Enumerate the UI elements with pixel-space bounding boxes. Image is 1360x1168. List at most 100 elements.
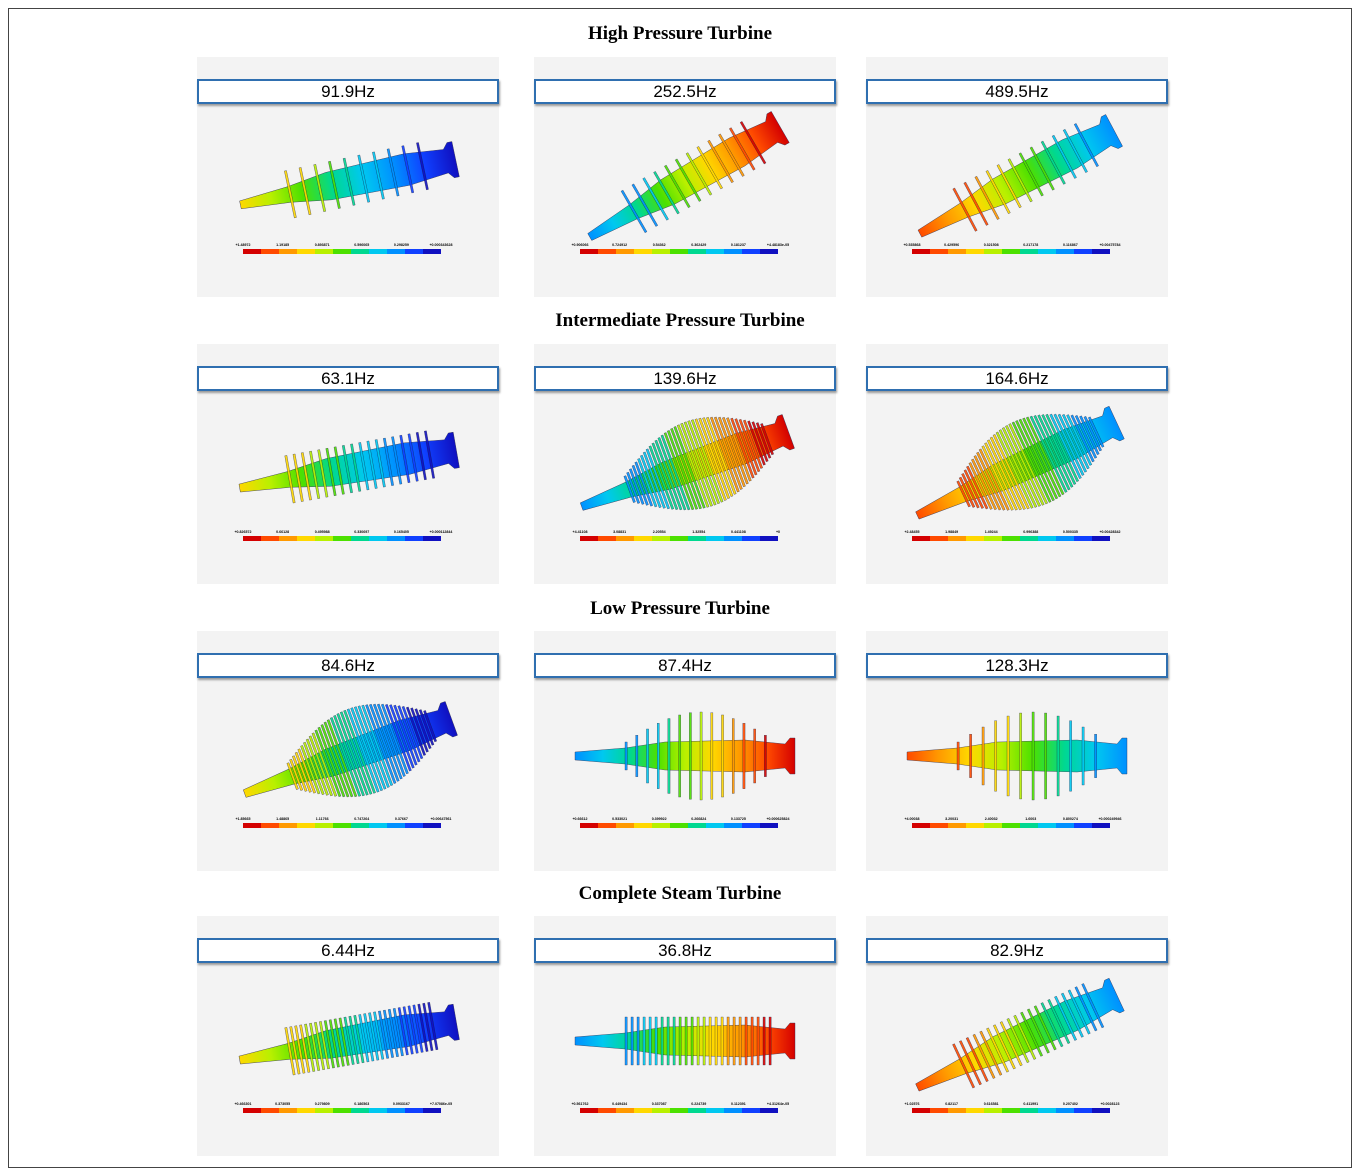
legend-label: 3.20031	[945, 817, 958, 821]
colorbar-cell	[580, 1108, 598, 1113]
blade-disc	[769, 1017, 771, 1065]
legend-label: +0.000625824	[766, 817, 789, 821]
legend-label: +0.000249946	[1098, 817, 1121, 821]
colorbar-cell	[652, 1108, 670, 1113]
legend-label: +0.0028123	[1100, 1102, 1119, 1106]
blade-disc	[1070, 721, 1072, 791]
blade-disc	[649, 1017, 651, 1065]
blade-disc	[655, 1017, 657, 1065]
shaft	[911, 114, 1122, 249]
colorbar-cell	[724, 823, 742, 828]
blade-disc	[1007, 716, 1009, 796]
legend-label: +0.00475784	[1099, 243, 1120, 247]
colorbar-cell	[706, 536, 724, 541]
blade-disc	[995, 721, 997, 791]
legend-label: 0.133725	[731, 817, 746, 821]
blade-disc	[1082, 727, 1084, 785]
mode-panel: +0.666120.5330210.3999220.2668240.133725…	[534, 631, 836, 871]
frequency-label: 91.9Hz	[197, 79, 499, 104]
colorbar-cell	[598, 536, 616, 541]
colorbar-cell	[688, 823, 706, 828]
legend-label: 0.116867	[1063, 243, 1078, 247]
frequency-label: 489.5Hz	[866, 79, 1168, 104]
legend-label: +0.00428342	[1099, 530, 1120, 534]
blade-disc	[697, 1017, 699, 1065]
colorbar-cell	[279, 1108, 297, 1113]
colorbar-cell	[1002, 249, 1020, 254]
frequency-label: 6.44Hz	[197, 938, 499, 963]
colorbar-cell	[688, 249, 706, 254]
colorbar-cell	[966, 249, 984, 254]
colorbar-cell	[1002, 1108, 1020, 1113]
section-title: High Pressure Turbine	[0, 23, 1360, 45]
legend-label: 0.411991	[1023, 1102, 1038, 1106]
section-title: Low Pressure Turbine	[0, 598, 1360, 620]
colorbar-cell	[1074, 249, 1092, 254]
legend-label: 0.186563	[354, 1102, 369, 1106]
colorbar-cell	[616, 823, 634, 828]
legend-label: 0.724912	[612, 243, 627, 247]
colorbar-cell	[948, 1108, 966, 1113]
legend-label: 1.6003	[1025, 817, 1036, 821]
colorbar-cell	[1092, 249, 1110, 254]
colorbar-cell	[423, 536, 441, 541]
colorbar-cell	[706, 823, 724, 828]
blade-disc	[679, 1017, 681, 1065]
colorbar-cell	[1038, 536, 1056, 541]
legend-label: +0.535868	[903, 243, 920, 247]
blade-disc	[668, 719, 670, 794]
colorbar-cell	[315, 823, 333, 828]
colorbar-cell	[1056, 1108, 1074, 1113]
colorbar-cell	[243, 249, 261, 254]
frequency-label: 128.3Hz	[866, 653, 1168, 678]
legend-label: 0.747264	[354, 817, 369, 821]
blade-disc	[763, 1017, 765, 1065]
mode-panel: +0.8265720.661280.4959880.3306970.165405…	[197, 344, 499, 584]
legend-label: 1.11766	[316, 817, 329, 821]
legend-label: +0.561762	[571, 1102, 588, 1106]
colorbar-cell	[598, 1108, 616, 1113]
colorbar-cell	[405, 823, 423, 828]
rotor	[575, 1017, 795, 1065]
colorbar-cell	[261, 536, 279, 541]
colorbar-cell	[1074, 1108, 1092, 1113]
colorbar-cell	[1056, 249, 1074, 254]
colorbar-cell	[351, 536, 369, 541]
rotor	[578, 106, 793, 258]
blade-disc	[721, 715, 723, 797]
legend-label: 1.48865	[276, 817, 289, 821]
rotor	[236, 998, 461, 1083]
blade-disc	[703, 1017, 705, 1065]
legend-label: +0.66612	[572, 817, 587, 821]
colorbar-cell	[333, 536, 351, 541]
blade-disc	[739, 1017, 741, 1065]
colorbar-cell	[984, 823, 1002, 828]
colorbar-cell	[634, 536, 652, 541]
legend-label: +4.00038	[904, 817, 919, 821]
blade-disc	[657, 723, 659, 788]
legend-label: +0.00647561	[430, 817, 451, 821]
colorbar-cell	[724, 1108, 742, 1113]
legend-label: 0.266824	[691, 817, 706, 821]
rotor	[575, 712, 795, 800]
shaft	[581, 111, 790, 252]
legend-label: 0.441108	[731, 530, 746, 534]
legend-label: 1.32554	[692, 530, 705, 534]
legend-label: 0.800274	[1063, 817, 1078, 821]
colorbar-cell	[1056, 536, 1074, 541]
blade-disc	[631, 1017, 633, 1065]
section-title: Complete Steam Turbine	[0, 883, 1360, 905]
colorbar-cell	[670, 249, 688, 254]
colorbar-cell	[580, 823, 598, 828]
colorbar-cell	[742, 249, 760, 254]
colorbar-cell	[1002, 823, 1020, 828]
frequency-label: 252.5Hz	[534, 79, 836, 104]
colorbar-cell	[930, 1108, 948, 1113]
colorbar-cell	[405, 249, 423, 254]
legend-label: 0.207402	[1063, 1102, 1078, 1106]
colorbar-cell	[1020, 536, 1038, 541]
legend-label: 0.616581	[984, 1102, 999, 1106]
blade-disc	[733, 1017, 735, 1065]
legend-label: +4.31264e-05	[767, 1102, 789, 1106]
blade-disc	[957, 742, 959, 770]
